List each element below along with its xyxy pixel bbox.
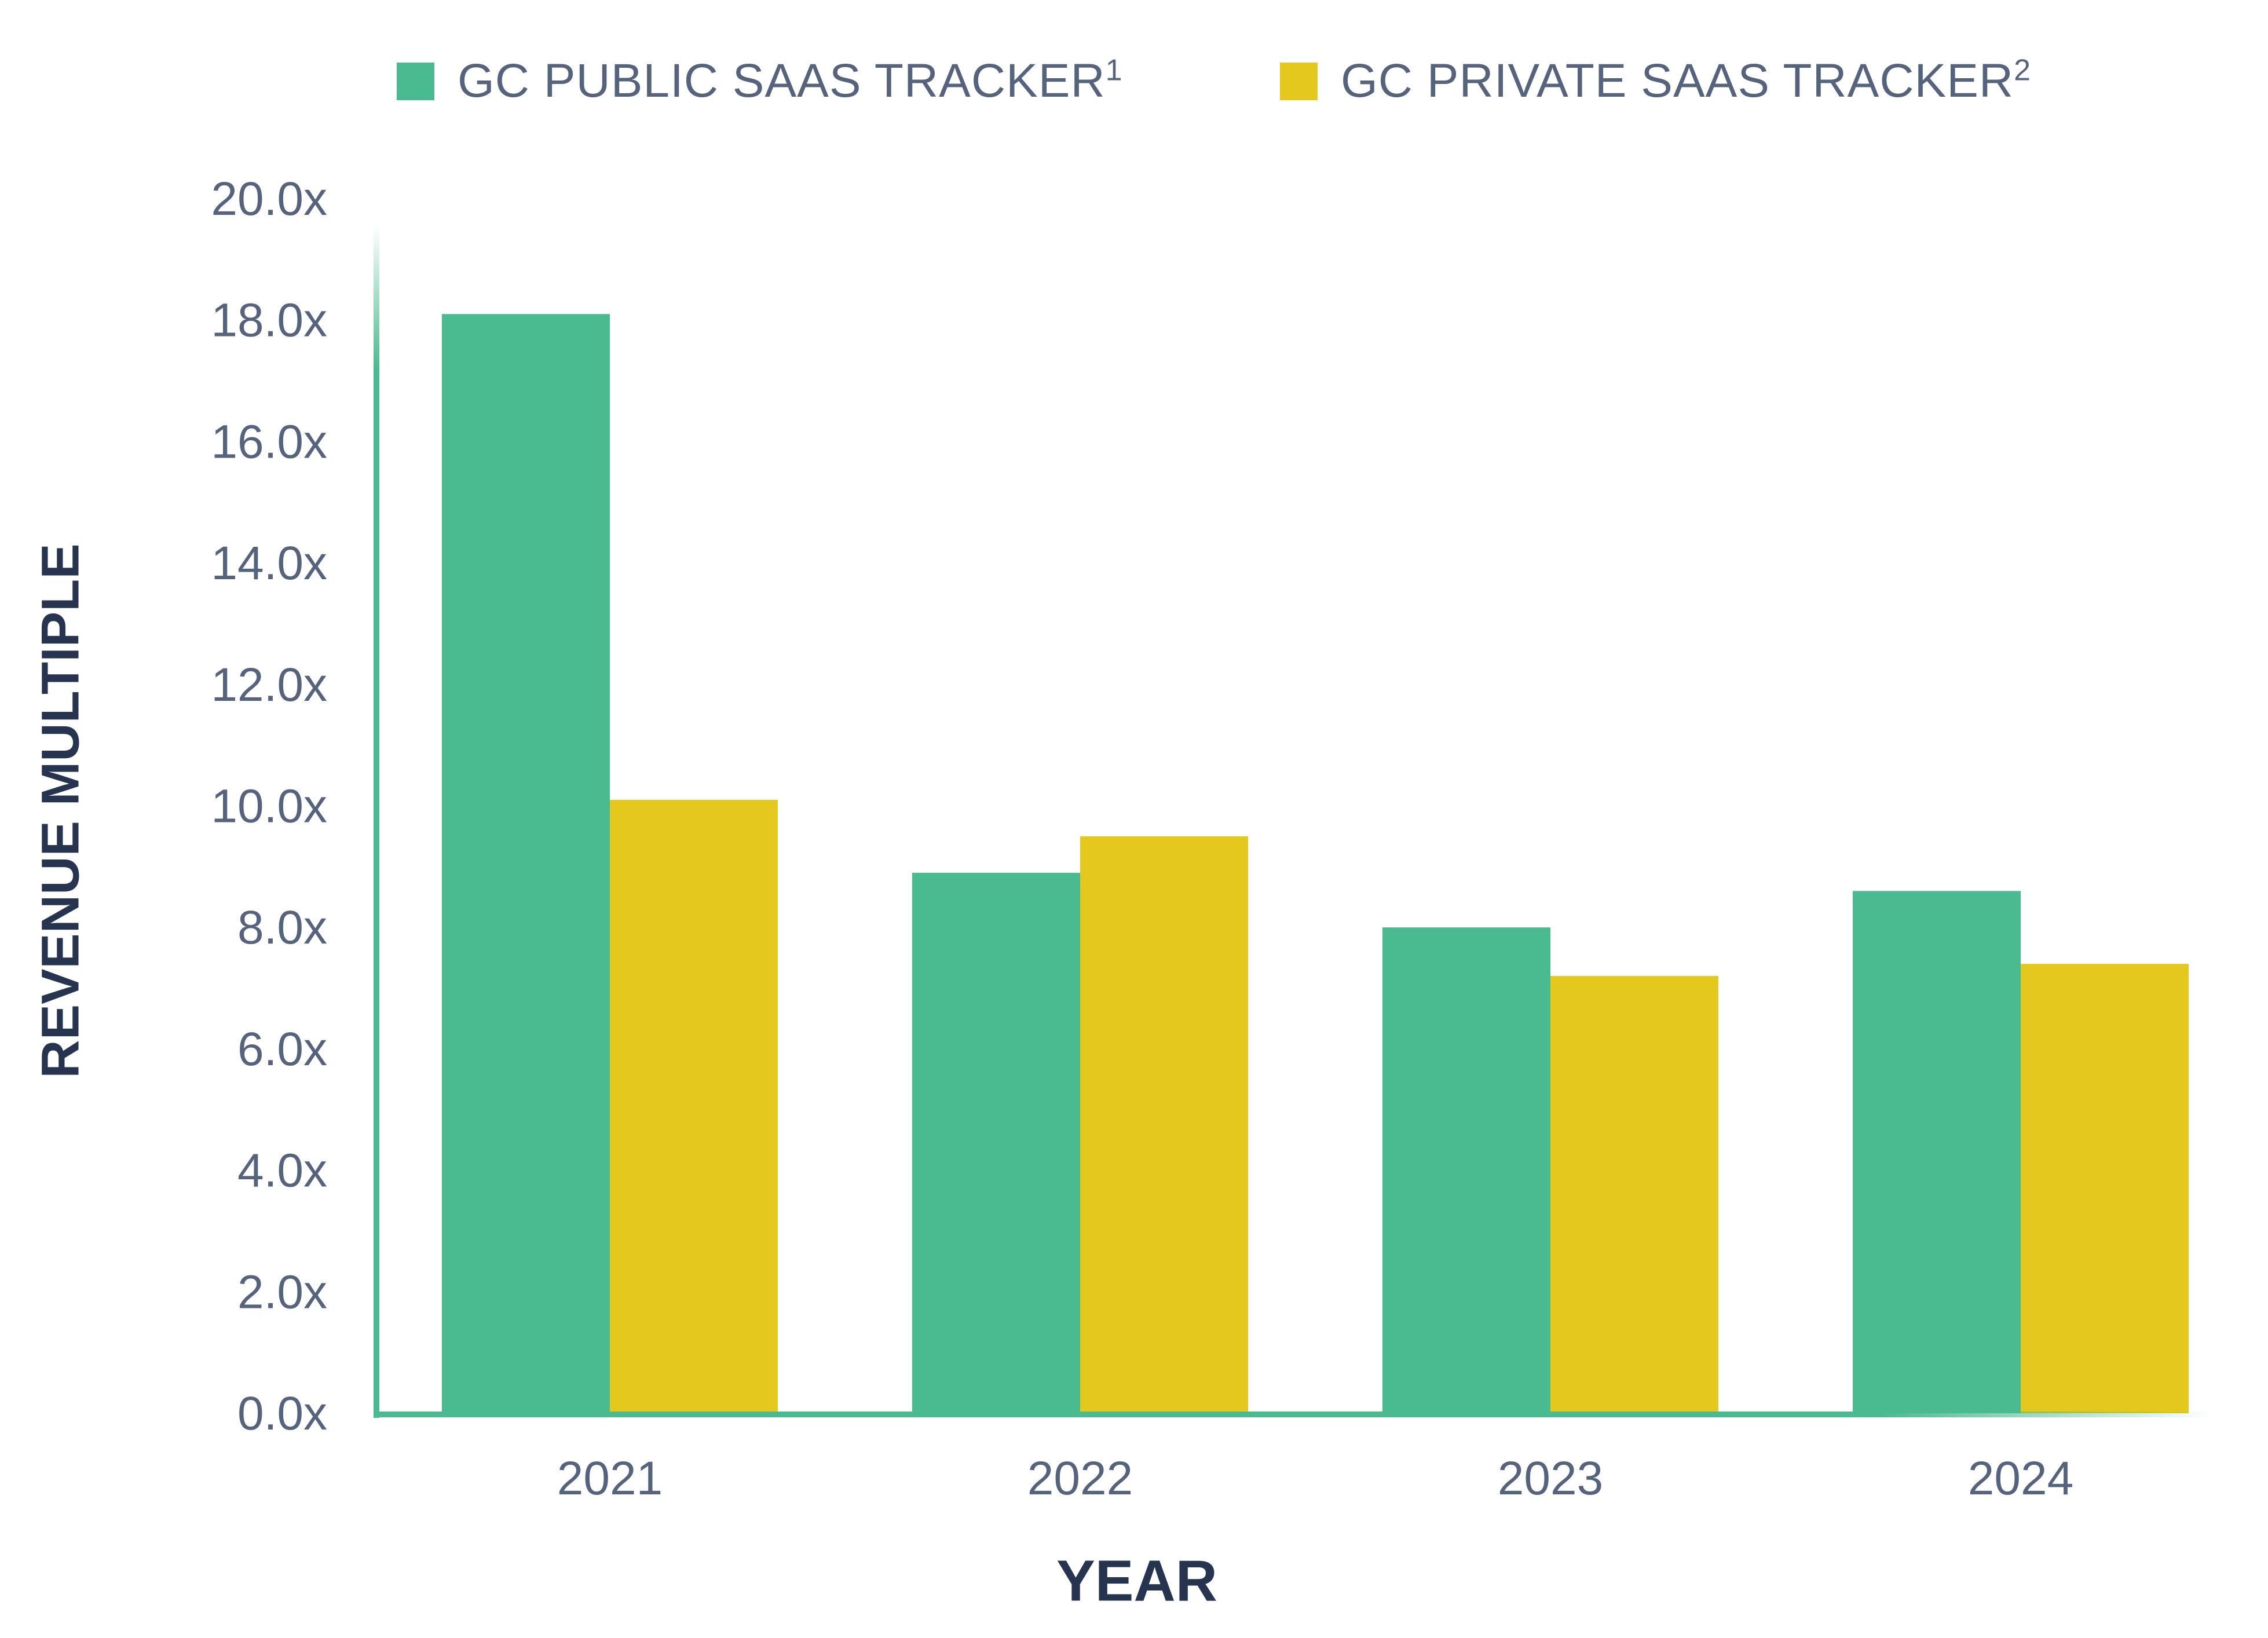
y-tick-label: 0.0x (237, 1387, 327, 1440)
axes-group (374, 226, 2212, 1418)
x-tick-label: 2021 (557, 1452, 663, 1505)
bar-private-2024 (2021, 964, 2189, 1413)
bar-public-2022 (912, 872, 1080, 1413)
y-tick-label: 16.0x (211, 415, 327, 468)
bars-group (442, 314, 2189, 1413)
y-axis-ticks: 0.0x 2.0x 4.0x 6.0x 8.0x 10.0x 12.0x 14.0x 16.0x… (211, 173, 327, 1440)
y-tick-label: 2.0x (237, 1266, 327, 1318)
bar-public-2023 (1382, 927, 1550, 1413)
y-tick-label: 18.0x (211, 294, 327, 347)
y-tick-label: 8.0x (237, 901, 327, 954)
x-tick-label: 2022 (1027, 1452, 1133, 1505)
y-tick-label: 4.0x (237, 1145, 327, 1197)
bar-public-2021 (442, 314, 610, 1413)
x-axis-line (374, 1412, 2212, 1417)
legend-swatch-private (1280, 62, 1318, 100)
bar-private-2023 (1550, 976, 1718, 1413)
x-axis-title: YEAR (1056, 1548, 1217, 1614)
legend-item-private: GC PRIVATE SAAS TRACKER2 (1280, 52, 2031, 110)
y-tick-label: 10.0x (211, 780, 327, 833)
legend-item-public: GC PUBLIC SAAS TRACKER1 (397, 52, 1123, 110)
bar-public-2024 (1853, 891, 2021, 1413)
bar-private-2021 (610, 800, 778, 1413)
y-tick-label: 14.0x (211, 537, 327, 590)
y-tick-label: 20.0x (211, 173, 327, 225)
chart-legend: GC PUBLIC SAAS TRACKER1 GC PRIVATE SAAS … (0, 29, 2268, 110)
y-tick-label: 6.0x (237, 1023, 327, 1076)
x-tick-label: 2023 (1498, 1452, 1603, 1505)
x-tick-label: 2024 (1968, 1452, 2073, 1505)
y-axis-title: REVENUE MULTIPLE (31, 543, 90, 1078)
legend-swatch-public (397, 62, 434, 100)
y-tick-label: 12.0x (211, 659, 327, 711)
y-axis-line (374, 226, 379, 1418)
x-axis-ticks: 2021 2022 2023 2024 (557, 1452, 2073, 1505)
legend-label-private: GC PRIVATE SAAS TRACKER2 (1341, 53, 2032, 107)
bar-private-2022 (1080, 836, 1248, 1413)
legend-label-public: GC PUBLIC SAAS TRACKER1 (458, 53, 1123, 107)
